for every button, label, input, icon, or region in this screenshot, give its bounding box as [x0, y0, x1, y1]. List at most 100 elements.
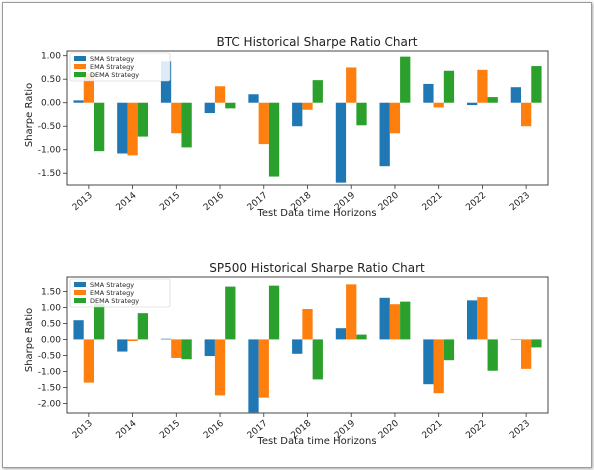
chart1-ylabel: Sharpe Ratio	[24, 83, 35, 147]
chart1-ytick-label: -1.50	[38, 169, 62, 179]
chart1-ytick-label: 0.50	[41, 75, 61, 85]
chart2-bar-ema-2017	[258, 339, 269, 398]
chart1-title: BTC Historical Sharpe Ratio Chart	[217, 35, 418, 49]
chart1-xtick-label: 2016	[202, 190, 226, 213]
chart2-ytick-label: -0.50	[38, 351, 62, 361]
chart2-bar-ema-2015	[171, 339, 182, 358]
chart2-bar-sma-2020	[379, 297, 390, 340]
chart1-xtick-label: 2015	[158, 191, 182, 213]
chart2-legend-label: DEMA Strategy	[90, 297, 139, 305]
chart2-ytick-label: 0.50	[41, 319, 61, 329]
chart2-bar-dema-2022	[487, 339, 498, 371]
chart1-bar-sma-2013	[73, 100, 84, 103]
chart2-legend-label: SMA Strategy	[90, 281, 134, 289]
chart2-ytick-label: -2.00	[38, 399, 62, 409]
chart1-plot: 1.00 0.50 0.00 -0.50 -1.00 -1.50 2013 2014 2015 2…	[38, 50, 549, 213]
chart2-xlabel: Test Data time Horizons	[256, 436, 376, 447]
chart1-legend-label: DEMA Strategy	[90, 71, 139, 79]
chart2-bar-ema-2020	[389, 304, 401, 340]
chart1-bar-ema-2014	[127, 102, 138, 156]
chart1-xtick-label: 2023	[508, 191, 532, 213]
chart2-ytick-label: 1.00	[41, 303, 61, 313]
chart2-bar-ema-2019	[346, 284, 357, 340]
chart2-legend-swatch	[74, 298, 86, 303]
chart2-ytick-label: 0.00	[41, 335, 61, 345]
chart2-xtick-label: 2015	[158, 419, 182, 441]
chart1-xlabel: Test Data time Horizons	[256, 208, 376, 219]
chart1-bar-ema-2015	[171, 102, 182, 134]
chart2-bar-ema-2014	[127, 339, 138, 341]
chart2-bar-dema-2023	[531, 339, 542, 348]
chart2-xtick-label: 2023	[508, 419, 532, 441]
chart2-legend-label: EMA Strategy	[90, 289, 134, 297]
chart2-bar-sma-2022	[467, 300, 478, 340]
chart1-bar-sma-2022	[467, 102, 478, 106]
chart1-legend-label: EMA Strategy	[90, 63, 134, 71]
chart2-bar-sma-2019	[335, 328, 347, 340]
chart2-bar-dema-2013	[94, 303, 105, 340]
chart1-bar-dema-2021	[443, 70, 455, 103]
chart1-bar-ema-2016	[214, 86, 226, 103]
chart2-bar-dema-2020	[400, 301, 411, 340]
chart2-bar-dema-2015	[181, 339, 192, 360]
chart1-bar-ema-2023	[521, 102, 532, 127]
chart2-xtick-label: 2022	[464, 419, 488, 441]
chart1-bar-sma-2015	[160, 61, 172, 103]
chart2-bar-dema-2014	[137, 313, 149, 340]
chart1-bar-ema-2021	[433, 102, 444, 108]
chart1-legend-label: SMA Strategy	[90, 55, 134, 63]
chart1-bar-sma-2016	[204, 102, 215, 114]
chart1-bar-sma-2017	[248, 94, 259, 103]
chart1-bar-ema-2013	[83, 73, 95, 103]
chart1-legend-swatch	[74, 72, 86, 77]
chart2-xtick-label: 2021	[421, 419, 445, 441]
chart1-xtick-label: 2021	[421, 191, 445, 213]
chart1-bar-sma-2023	[510, 87, 521, 103]
chart1-bar-ema-2018	[302, 102, 313, 110]
chart1-ytick-label: 0.00	[41, 99, 61, 109]
chart1-bar-dema-2020	[400, 56, 411, 103]
chart2-bar-sma-2021	[423, 339, 434, 385]
chart1-bar-sma-2018	[292, 102, 303, 127]
chart2-ytick-label: 1.50	[41, 287, 61, 297]
chart2-bar-dema-2017	[268, 285, 280, 340]
chart2-bar-sma-2015	[160, 338, 172, 340]
chart2-bar-ema-2021	[433, 339, 444, 394]
chart1-legend-swatch	[74, 56, 86, 61]
chart2-plot: 1.50 1.00 0.50 0.00 -0.50 -1.00 -1.50 -2.00 2013…	[38, 276, 549, 441]
chart2-bar-dema-2018	[312, 339, 323, 380]
chart2-legend-swatch	[74, 282, 86, 287]
chart2-xtick-label: 2013	[71, 419, 95, 441]
chart1-legend-box	[69, 52, 171, 82]
chart2-bar-dema-2016	[225, 286, 236, 340]
chart2-ytick-label: -1.00	[38, 367, 62, 377]
chart2-bar-dema-2021	[443, 339, 455, 361]
chart1-xtick-label: 2013	[71, 191, 95, 213]
chart1-bar-ema-2020	[389, 102, 401, 134]
chart1-bar-dema-2018	[312, 80, 323, 103]
chart1-xtick-label: 2020	[377, 190, 401, 213]
chart1-bar-ema-2022	[477, 69, 488, 103]
chart2-bar-ema-2018	[302, 309, 313, 340]
chart2-bar-ema-2022	[477, 297, 488, 340]
chart1-bar-dema-2019	[356, 102, 367, 126]
chart1-bar-ema-2017	[258, 102, 269, 145]
chart2-bar-sma-2014	[117, 339, 128, 352]
chart1-ytick-label: 1.00	[41, 52, 61, 62]
chart2-bar-ema-2016	[214, 339, 226, 396]
chart1-bar-dema-2023	[531, 66, 542, 103]
chart1-bar-dema-2016	[225, 102, 236, 109]
chart1-legend-swatch	[74, 64, 86, 69]
chart2-xtick-label: 2014	[115, 418, 139, 441]
chart2-bar-ema-2023	[521, 339, 532, 369]
chart1-bar-dema-2014	[137, 102, 149, 137]
chart2-bar-sma-2017	[248, 339, 259, 413]
chart1-bar-dema-2017	[268, 102, 280, 177]
chart1-bar-sma-2014	[117, 102, 128, 154]
chart1-bar-dema-2013	[94, 102, 105, 152]
chart1-bar-dema-2015	[181, 102, 192, 148]
chart2-ylabel: Sharpe Ratio	[24, 308, 35, 372]
chart2-legend-swatch	[74, 290, 86, 295]
chart1-bar-ema-2019	[346, 67, 357, 103]
